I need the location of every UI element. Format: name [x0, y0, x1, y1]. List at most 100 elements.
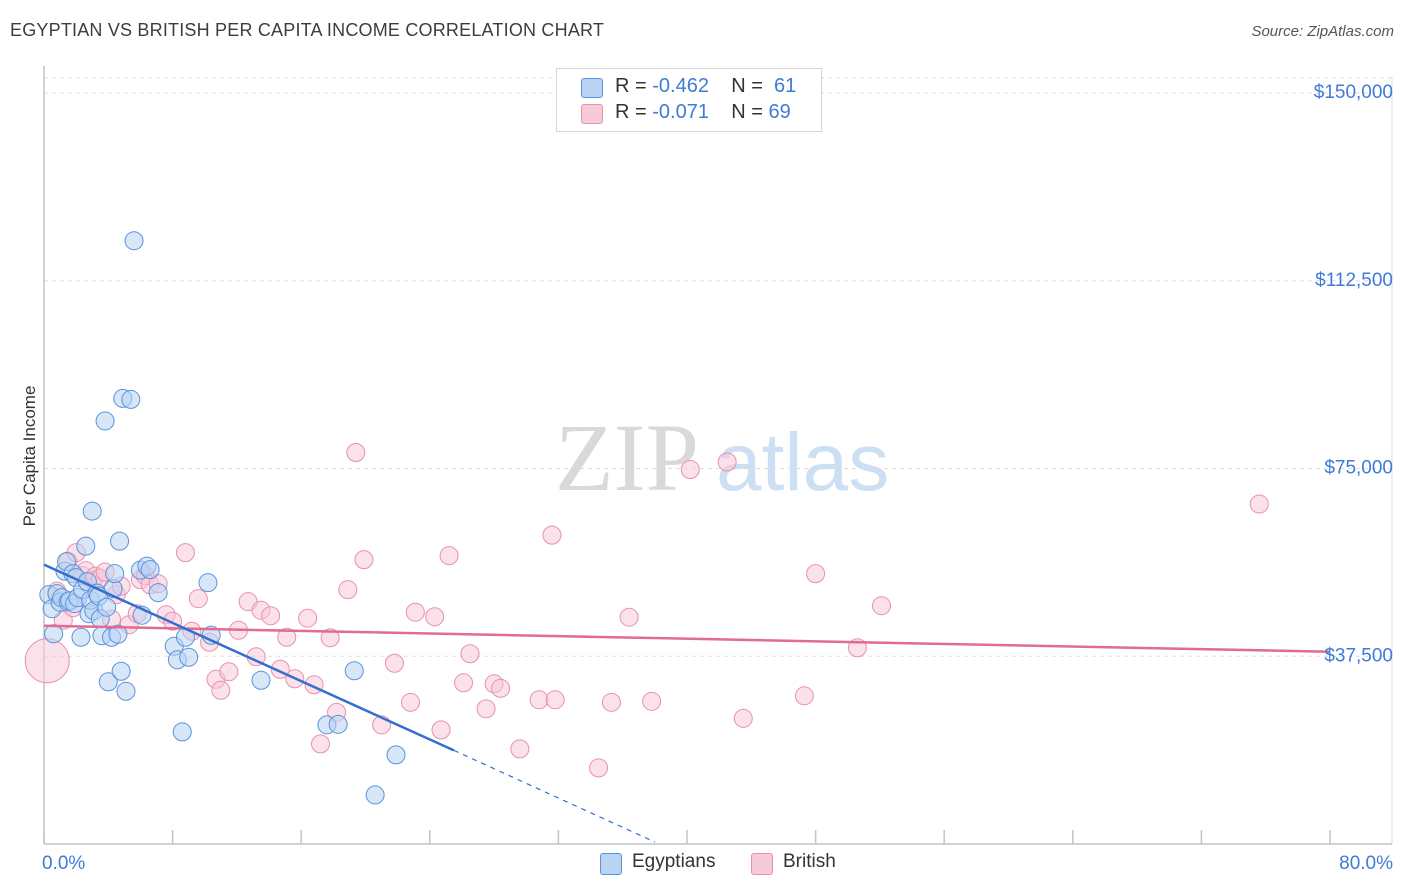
axes: [43, 66, 1392, 845]
british-point: [529, 690, 549, 710]
trend-lines: [43, 563, 1331, 843]
watermark-zip: ZIP: [555, 404, 699, 511]
legend-n-value: 69: [768, 101, 791, 123]
legend-r-value: -0.071: [652, 101, 709, 123]
x-tick-label: 80.0%: [1339, 853, 1393, 874]
british-point: [510, 739, 530, 759]
british-point: [219, 662, 239, 682]
egyptian-point: [108, 624, 128, 644]
british-point: [545, 690, 565, 710]
british-point: [680, 460, 700, 480]
egyptian-point: [76, 536, 96, 556]
british-point: [384, 653, 404, 673]
watermark-atlas: atlas: [716, 417, 889, 508]
egyptian-point: [82, 501, 102, 521]
legend-r-label: R =: [615, 75, 647, 97]
x-tick-label: 0.0%: [42, 853, 85, 874]
british-point: [211, 680, 231, 700]
bottom-legend-swatch-egyptians: [600, 853, 622, 875]
egyptian-point: [116, 681, 136, 701]
legend-r-label: R =: [615, 101, 647, 123]
legend: R = -0.462 N = 61 R = -0.071 N = 69: [556, 68, 822, 132]
bottom-legend-label-british: British: [783, 851, 836, 872]
bottom-legend-swatch-british: [751, 853, 773, 875]
british-point: [491, 678, 511, 698]
egyptian-point: [71, 627, 91, 647]
egyptian-point: [111, 661, 131, 681]
british-point: [717, 452, 737, 472]
british-point: [346, 442, 366, 462]
egyptian-point: [140, 560, 160, 580]
british-point: [425, 607, 445, 627]
legend-r-value: -0.462: [652, 75, 709, 97]
british-point: [338, 580, 358, 600]
egyptian-trend-line: [43, 563, 455, 752]
british-point: [320, 628, 340, 648]
egyptian-point: [251, 670, 271, 690]
egyptian-point: [328, 714, 348, 734]
y-tick-label: $75,000: [1324, 458, 1393, 479]
british-point: [310, 734, 330, 754]
egyptian-point: [179, 647, 199, 667]
legend-n-label: N =: [731, 101, 763, 123]
egyptian-point: [98, 672, 118, 692]
egyptian-point: [44, 624, 64, 644]
british-point: [619, 607, 639, 627]
legend-swatch-egyptians: [581, 78, 603, 98]
british-point: [354, 550, 374, 570]
egyptian-point: [124, 231, 144, 251]
british-point: [431, 720, 451, 740]
british-point: [733, 708, 753, 728]
chart-title: EGYPTIAN VS BRITISH PER CAPITA INCOME CO…: [10, 20, 605, 40]
tick-labels: $37,500 $75,000 $112,500 $150,000 0.0% 80.0%: [42, 82, 1393, 874]
bottom-legend-label-egyptians: Egyptians: [632, 851, 716, 872]
british-point: [53, 610, 73, 630]
egyptian-point: [105, 564, 125, 584]
egyptian-trend-extension: [453, 749, 656, 843]
british-point: [642, 691, 662, 711]
legend-swatch-british: [581, 104, 603, 124]
british-point: [188, 589, 208, 609]
y-axis-label: Per Capita Income: [20, 386, 39, 527]
egyptian-point: [110, 531, 130, 551]
egyptian-point: [97, 597, 117, 617]
legend-text-egyptians: R = -0.462 N = 61: [615, 75, 796, 98]
british-point: [542, 525, 562, 545]
british-point: [589, 758, 609, 778]
british-point: [175, 543, 195, 563]
british-point: [806, 564, 826, 584]
legend-text-british: R = -0.071 N = 69: [615, 101, 791, 124]
egyptian-point: [386, 745, 406, 765]
british-point: [454, 673, 474, 693]
y-tick-label: $150,000: [1314, 82, 1393, 103]
british-point: [476, 699, 496, 719]
british-point: [405, 602, 425, 622]
british-point: [298, 608, 318, 628]
british-point: [261, 606, 281, 626]
egyptian-point: [344, 661, 364, 681]
egyptian-point: [95, 411, 115, 431]
legend-n-label: N =: [731, 75, 763, 97]
british-trend-line: [43, 624, 1331, 653]
legend-n-value: 61: [774, 75, 797, 97]
egyptian-point: [121, 389, 141, 409]
y-tick-label: $37,500: [1324, 645, 1393, 666]
egyptian-point: [172, 722, 192, 742]
egyptian-point: [198, 573, 218, 593]
egyptian-point: [148, 583, 168, 603]
british-point: [439, 546, 459, 566]
british-point: [277, 627, 297, 647]
british-point: [601, 692, 621, 712]
british-point: [24, 638, 70, 684]
british-point: [872, 596, 892, 616]
british-point: [401, 692, 421, 712]
source-label: Source: ZipAtlas.com: [1251, 23, 1394, 40]
y-tick-label: $112,500: [1315, 270, 1393, 291]
watermark: ZIP atlas: [555, 404, 889, 511]
egyptian-point: [365, 785, 385, 805]
british-point: [794, 686, 814, 706]
british-point: [1249, 494, 1269, 514]
egyptian-points: [39, 231, 406, 805]
british-point: [460, 644, 480, 664]
